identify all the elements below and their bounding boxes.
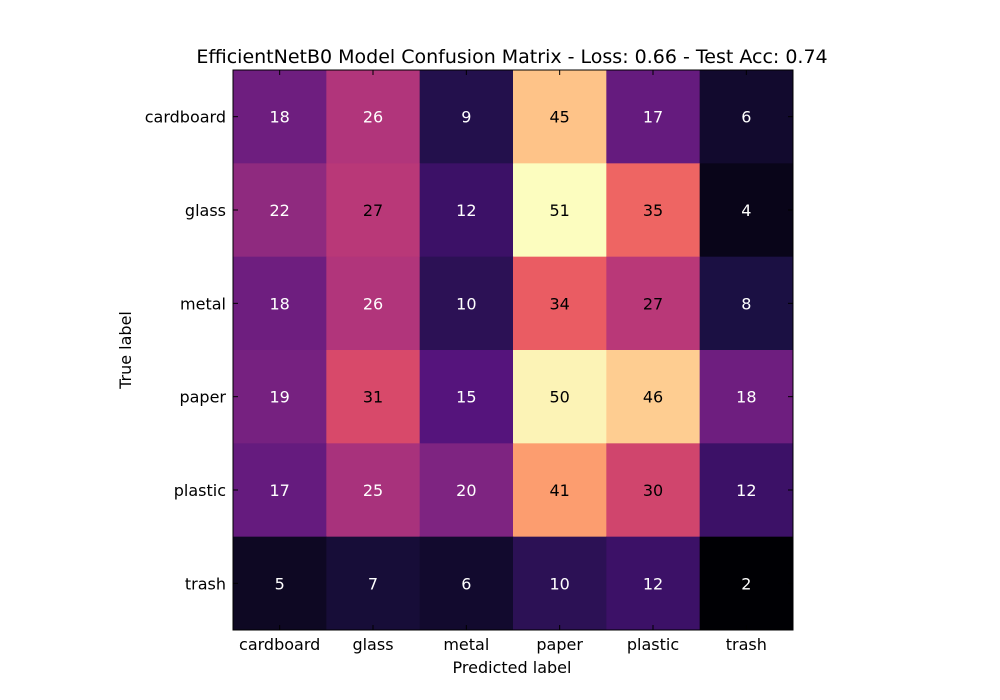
heatmap-cell-value: 22: [269, 201, 289, 220]
y-tick-label: glass: [185, 201, 226, 220]
heatmap-cell-value: 4: [741, 201, 751, 220]
heatmap-cells: [233, 70, 794, 631]
heatmap-cell-value: 6: [461, 574, 471, 593]
x-tick-label: metal: [443, 635, 489, 654]
heatmap-cell-value: 17: [269, 481, 289, 500]
heatmap-cell-value: 9: [461, 108, 471, 127]
heatmap-cell-value: 18: [269, 108, 289, 127]
chart-title: EfficientNetB0 Model Confusion Matrix - …: [196, 46, 827, 68]
x-tick-label: glass: [352, 635, 393, 654]
heatmap-cell: [233, 443, 327, 538]
heatmap-cell: [699, 70, 794, 164]
heatmap-cell-value: 18: [736, 388, 756, 407]
heatmap-cell-value: 30: [643, 481, 663, 500]
heatmap-cell: [699, 256, 794, 351]
y-tick-label: metal: [180, 294, 226, 313]
x-axis-ticks: cardboard glass metal paper plastic trash: [239, 70, 767, 654]
heatmap-cell-value: 12: [643, 574, 663, 593]
heatmap-cell: [419, 536, 514, 631]
heatmap-cell: [326, 350, 421, 444]
heatmap-cell-value: 26: [363, 108, 383, 127]
heatmap-cell: [513, 443, 607, 538]
heatmap-cell: [233, 163, 327, 258]
heatmap-cell: [233, 70, 327, 164]
heatmap-cell: [233, 536, 327, 631]
x-tick-label: trash: [726, 635, 767, 654]
heatmap-cell: [513, 536, 607, 631]
x-axis-label: Predicted label: [453, 658, 572, 677]
heatmap-cell: [699, 350, 794, 444]
heatmap-cell-value: 17: [643, 108, 663, 127]
heatmap-cell-value: 34: [549, 294, 569, 313]
heatmap-cell-value: 35: [643, 201, 663, 220]
heatmap-cell: [233, 256, 327, 351]
heatmap-cell: [419, 256, 514, 351]
heatmap-cell-value: 20: [456, 481, 476, 500]
heatmap-cell: [513, 350, 607, 444]
heatmap-cell-value: 2: [741, 574, 751, 593]
y-tick-label: trash: [185, 574, 226, 593]
heatmap-cell: [606, 536, 701, 631]
heatmap-cell-value: 10: [456, 294, 476, 313]
heatmap-cell-value: 15: [456, 388, 476, 407]
heatmap-cell-value: 50: [549, 388, 569, 407]
x-tick-label: paper: [536, 635, 583, 654]
heatmap-cell: [606, 443, 701, 538]
heatmap-cell: [326, 443, 421, 538]
heatmap-cell: [513, 163, 607, 258]
heatmap-cell: [699, 163, 794, 258]
heatmap-cell: [326, 163, 421, 258]
heatmap-cell: [419, 443, 514, 538]
heatmap-cell-value: 18: [269, 294, 289, 313]
heatmap-cell-value: 31: [363, 388, 383, 407]
y-tick-label: cardboard: [145, 108, 226, 127]
y-axis-label: True label: [116, 311, 135, 390]
heatmap-cell: [606, 350, 701, 444]
heatmap-cell: [326, 70, 421, 164]
heatmap-cell-value: 26: [363, 294, 383, 313]
heatmap-cell-value: 19: [269, 388, 289, 407]
heatmap-cell-value: 12: [456, 201, 476, 220]
heatmap-cell: [606, 70, 701, 164]
heatmap-cell-value: 46: [643, 388, 663, 407]
heatmap-cell: [419, 163, 514, 258]
heatmap-cell: [513, 70, 607, 164]
heatmap-cell-value: 45: [549, 108, 569, 127]
plot-frame: [232, 69, 794, 631]
heatmap-cell-value: 41: [549, 481, 569, 500]
heatmap-cell: [699, 536, 794, 631]
heatmap-cell-value: 27: [363, 201, 383, 220]
heatmap-cell: [326, 256, 421, 351]
heatmap-cell: [326, 536, 421, 631]
heatmap-cell: [513, 256, 607, 351]
heatmap-cell: [233, 350, 327, 444]
heatmap-cell-value: 8: [741, 294, 751, 313]
heatmap-cell-value: 5: [275, 574, 285, 593]
heatmap-cell-value: 7: [368, 574, 378, 593]
heatmap-cell: [419, 350, 514, 444]
x-tick-label: cardboard: [239, 635, 320, 654]
heatmap-cell: [699, 443, 794, 538]
heatmap-cell-labels: 18 26 9 45 17 622 27 12 51 35 418 26 10 34 27 819 31 15 50…: [269, 108, 756, 594]
heatmap-cell: [606, 163, 701, 258]
heatmap-cell: [419, 70, 514, 164]
heatmap-cell-value: 10: [549, 574, 569, 593]
y-tick-label: plastic: [174, 481, 226, 500]
x-tick-label: plastic: [627, 635, 679, 654]
y-tick-label: paper: [179, 388, 226, 407]
y-axis-ticks: cardboard glass metal paper plastic trash: [145, 108, 793, 593]
heatmap-cell-value: 51: [549, 201, 569, 220]
heatmap-cell: [606, 256, 701, 351]
heatmap-cell-value: 6: [741, 108, 751, 127]
heatmap-cell-value: 27: [643, 294, 663, 313]
heatmap-cell-value: 12: [736, 481, 756, 500]
heatmap-cell-value: 25: [363, 481, 383, 500]
